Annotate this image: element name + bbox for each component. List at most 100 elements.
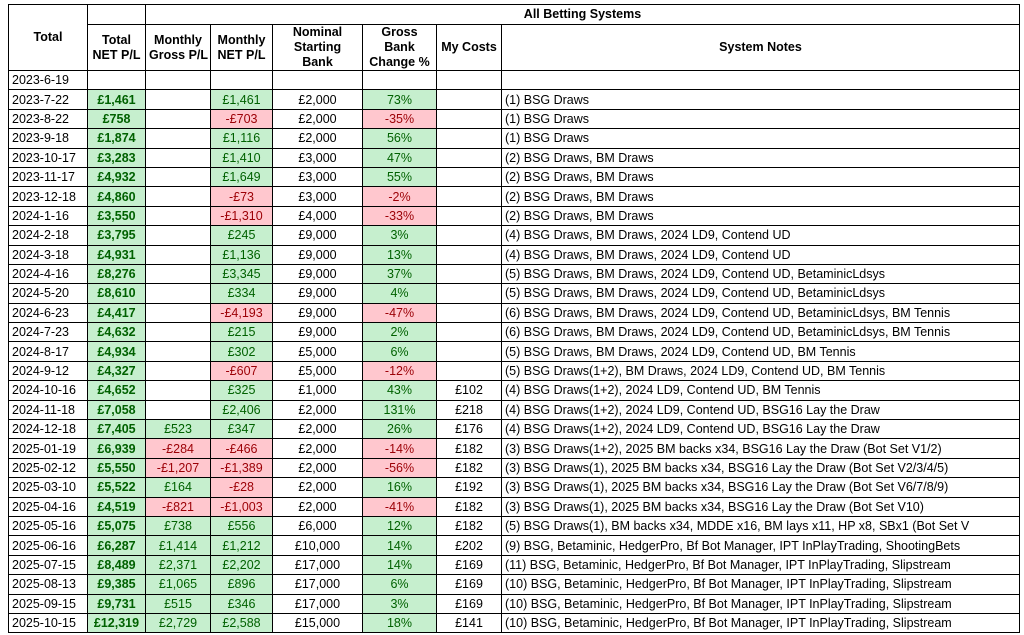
table-cell: £3,550: [87, 205, 146, 227]
table-cell: £3,345: [210, 263, 273, 285]
table-cell: 2023-12-18: [8, 186, 88, 207]
table-cell: 2025-02-12: [8, 457, 88, 479]
table-cell: (6) BSG Draws, BM Draws, 2024 LD9, Conte…: [501, 322, 1020, 343]
table-cell: (9) BSG, Betaminic, HedgerPro, Bf Bot Ma…: [501, 535, 1020, 556]
table-cell: [87, 69, 146, 91]
table-cell: [436, 186, 502, 207]
header-cell: My Costs: [436, 24, 502, 71]
table-row: 2025-09-15 £9,731 £515 £346 £17,000 3% £169 (10…: [8, 593, 1020, 614]
table-cell: -£607: [210, 360, 273, 382]
table-row: 2024-11-18 £7,058 £2,406 £2,000 131% £218 (4) …: [8, 399, 1020, 421]
header: Total All Betting Systems Total NET P/L Mo…: [8, 4, 1020, 71]
table-cell: £2,588: [210, 612, 273, 634]
table-cell: 2023-9-18: [8, 128, 88, 149]
table-cell: £245: [210, 225, 273, 246]
table-row: 2024-4-16 £8,276 £3,345 £9,000 37% (5) BSG Dr…: [8, 263, 1020, 285]
table-cell: £9,000: [272, 302, 363, 324]
header-cell: System Notes: [501, 24, 1020, 71]
table-cell: -41%: [362, 496, 437, 517]
table-row: 2023-11-17 £4,932 £1,649 £3,000 55% (2) BSG D…: [8, 166, 1020, 188]
table-cell: -£73: [210, 186, 273, 207]
header-line: Starting: [293, 40, 342, 54]
table-cell: [436, 147, 502, 168]
table-cell: (1) BSG Draws: [501, 89, 1020, 110]
header-line: Gross: [381, 25, 418, 40]
table-cell: [145, 147, 211, 168]
table-cell: 3%: [362, 593, 437, 614]
table-cell: £1,000: [272, 380, 363, 401]
table-cell: 2024-8-17: [8, 341, 88, 362]
table-cell: £17,000: [272, 593, 363, 614]
table-cell: 2024-6-23: [8, 302, 88, 324]
table-cell: £9,731: [87, 593, 146, 614]
table-cell: [145, 360, 211, 382]
table-cell: £3,000: [272, 147, 363, 168]
table-cell: [145, 244, 211, 265]
table-cell: £2,202: [210, 554, 273, 576]
table-cell: (5) BSG Draws, BM Draws, 2024 LD9, Conte…: [501, 263, 1020, 285]
table-cell: [436, 108, 502, 130]
table-cell: £1,136: [210, 244, 273, 265]
table-cell: £346: [210, 593, 273, 614]
table-cell: [145, 108, 211, 130]
table-cell: -14%: [362, 438, 437, 459]
table-cell: (3) BSG Draws(1+2), 2025 BM backs x34, B…: [501, 438, 1020, 459]
table-cell: 2023-8-22: [8, 108, 88, 130]
table-row: 2024-12-18 £7,405 £523 £347 £2,000 26% £176 (4)…: [8, 419, 1020, 440]
table-cell: £169: [436, 574, 502, 595]
table-cell: [145, 283, 211, 304]
table-cell: £9,000: [272, 322, 363, 343]
table-cell: £164: [145, 477, 211, 498]
table-row: 2025-10-15 £12,319 £2,729 £2,588 £15,000 18% £…: [8, 612, 1020, 634]
table-cell: 2024-11-18: [8, 399, 88, 421]
table-cell: £102: [436, 380, 502, 401]
table-cell: (2) BSG Draws, BM Draws: [501, 205, 1020, 227]
table-cell: [145, 341, 211, 362]
table-cell: £4,519: [87, 496, 146, 517]
table-cell: [501, 69, 1020, 91]
table-cell: £182: [436, 515, 502, 537]
table-row: 2024-2-18 £3,795 £245 £9,000 3% (4) BSG Draws…: [8, 225, 1020, 246]
table-cell: £6,287: [87, 535, 146, 556]
header-row: Total All Betting Systems: [8, 4, 1020, 71]
table-cell: £515: [145, 593, 211, 614]
table-cell: 2025-04-16: [8, 496, 88, 517]
table-cell: [436, 166, 502, 188]
table-cell: £12,319: [87, 612, 146, 634]
table-cell: (6) BSG Draws, BM Draws, 2024 LD9, Conte…: [501, 302, 1020, 324]
table-cell: 37%: [362, 263, 437, 285]
table-row: 2023-10-17 £3,283 £1,410 £3,000 47% (2) BSG D…: [8, 147, 1020, 168]
table-cell: £2,000: [272, 89, 363, 110]
table-row: 2025-03-10 £5,522 £164 -£28 £2,000 16% £192 (3)…: [8, 477, 1020, 498]
table-cell: (4) BSG Draws, BM Draws, 2024 LD9, Conte…: [501, 225, 1020, 246]
table-row: 2024-9-12 £4,327 -£607 £5,000 -12% (5) BSG Dr…: [8, 360, 1020, 382]
table-cell: £169: [436, 554, 502, 576]
table-cell: £9,000: [272, 263, 363, 285]
table-cell: -47%: [362, 302, 437, 324]
table-cell: [436, 322, 502, 343]
table-cell: £5,522: [87, 477, 146, 498]
table-row: 2023-7-22 £1,461 £1,461 £2,000 73% (1) BSG Dr…: [8, 89, 1020, 110]
table-cell: £2,371: [145, 554, 211, 576]
table-cell: £182: [436, 457, 502, 479]
header-line: Monthly: [217, 32, 266, 47]
table-cell: 2024-9-12: [8, 360, 88, 382]
table-cell: [436, 244, 502, 265]
table-row: 2025-05-16 £5,075 £738 £556 £6,000 12% £182 (5)…: [8, 515, 1020, 537]
table-cell: 4%: [362, 283, 437, 304]
table-cell: [362, 69, 437, 91]
table-cell: 2025-06-16: [8, 535, 88, 556]
table-row: 2024-10-16 £4,652 £325 £1,000 43% £102 (4) BSG…: [8, 380, 1020, 401]
table-cell: 2%: [362, 322, 437, 343]
table-cell: £9,385: [87, 574, 146, 595]
table-cell: (2) BSG Draws, BM Draws: [501, 186, 1020, 207]
table-cell: 26%: [362, 419, 437, 440]
table-cell: £218: [436, 399, 502, 421]
table-cell: 2025-03-10: [8, 477, 88, 498]
table-cell: 2025-07-15: [8, 554, 88, 576]
table-cell: 14%: [362, 535, 437, 556]
table-cell: £4,632: [87, 322, 146, 343]
table-cell: 43%: [362, 380, 437, 401]
table-cell: 2024-7-23: [8, 322, 88, 343]
